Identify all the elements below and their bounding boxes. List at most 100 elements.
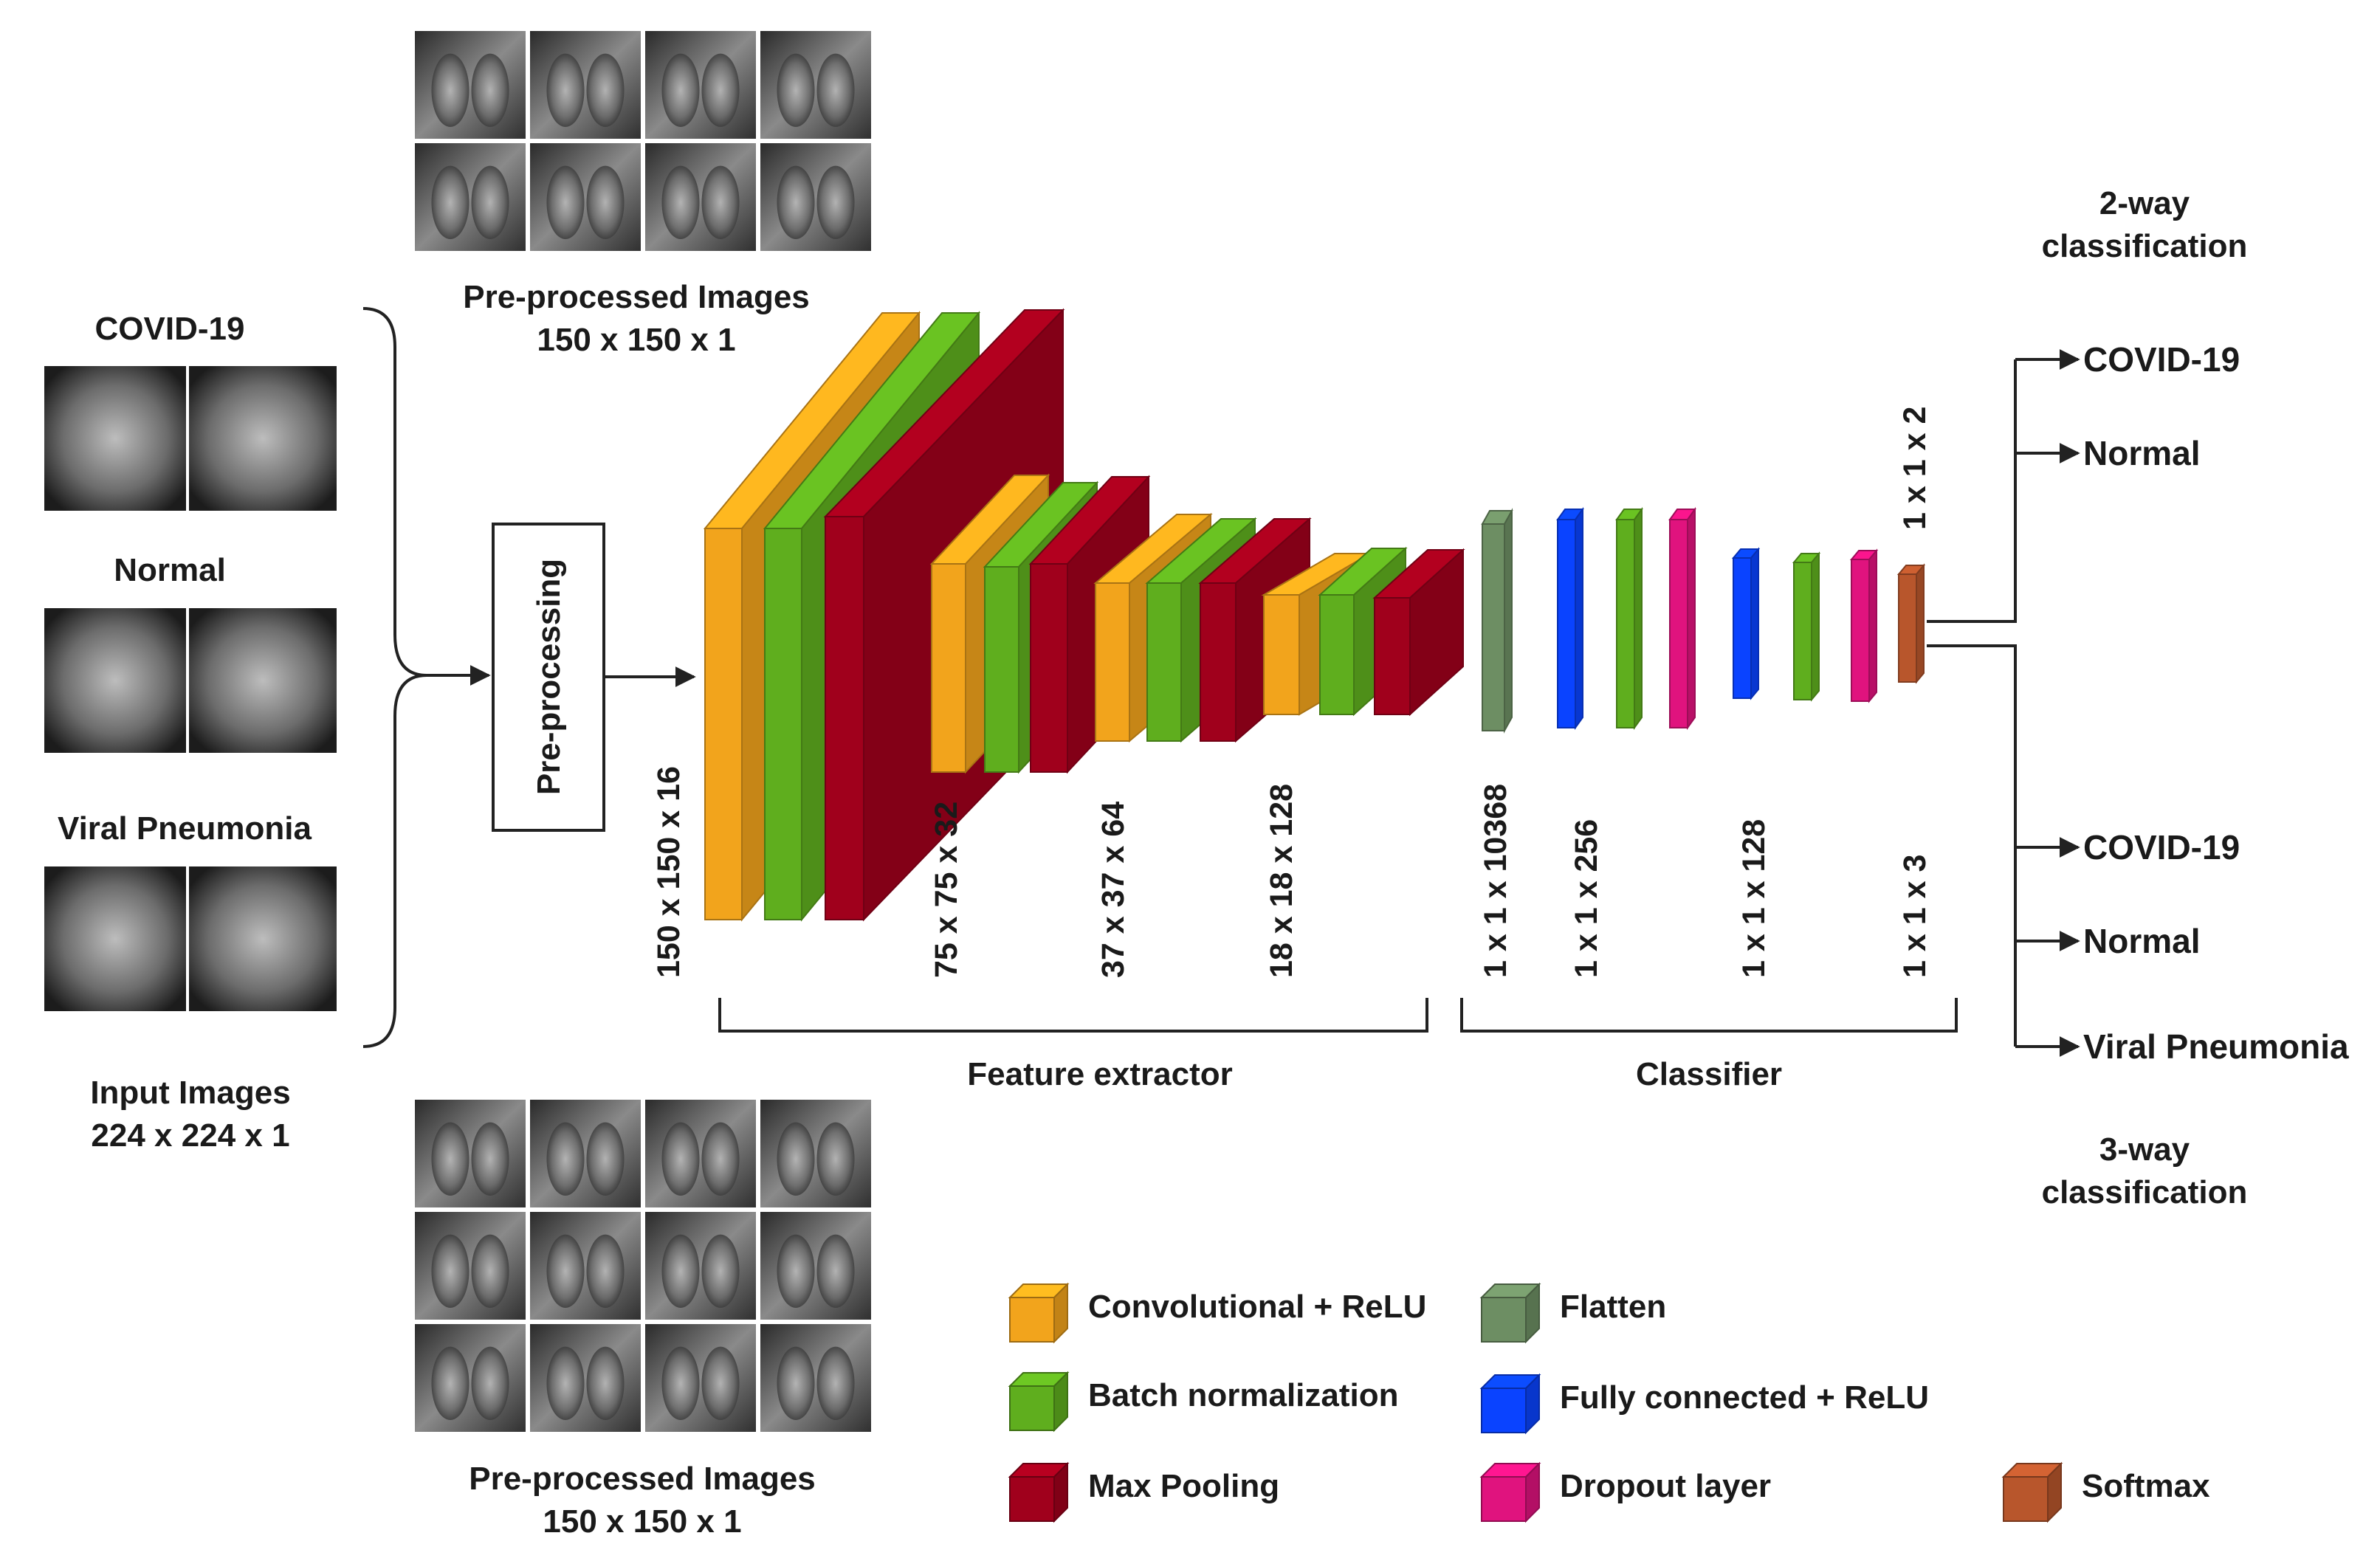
legend-swatch	[1008, 1371, 1070, 1433]
legend-item: Fully connected + ReLU	[1479, 1373, 1929, 1435]
dropout-layer	[1849, 548, 1879, 703]
xray-thumbnail	[760, 143, 871, 251]
xray-image	[186, 864, 340, 1014]
xray-thumbnail	[415, 1324, 526, 1432]
classifier-bracket	[1460, 998, 1958, 1033]
preprocessed-bottom-line2: 150 x 150 x 1	[543, 1503, 741, 1540]
xray-thumbnail	[645, 31, 756, 139]
xray-thumbnail	[645, 1212, 756, 1320]
dropout-layer	[1668, 506, 1696, 731]
xray-thumbnail	[645, 1100, 756, 1207]
classifier-dim-1: 1 x 1 x 10368	[1478, 784, 1513, 978]
legend-item: Batch normalization	[1008, 1371, 1399, 1433]
three-way-output-viral: Viral Pneumonia	[2083, 1027, 2349, 1066]
xray-thumbnail	[760, 1100, 871, 1207]
preprocessed-bottom-line1: Pre-processed Images	[469, 1461, 816, 1497]
feature-extractor-bracket	[718, 998, 1428, 1033]
xray-thumbnail	[760, 1324, 871, 1432]
xray-image	[41, 605, 189, 756]
feature-dim-2: 75 x 75 x 32	[929, 802, 964, 978]
batch-norm-layer	[1615, 506, 1643, 731]
classifier-top-dim: 1 x 1 x 2	[1897, 407, 1933, 530]
softmax-layer	[1896, 563, 1926, 684]
classifier-dim-3: 1 x 1 x 128	[1736, 819, 1772, 978]
preprocessing-box: Pre-processing	[492, 523, 605, 832]
legend-item: Flatten	[1479, 1282, 1666, 1344]
batch-norm-layer	[1792, 551, 1821, 702]
preprocessed-top-line2: 150 x 150 x 1	[537, 322, 735, 358]
preprocessed-images-bottom: Pre-processed Images 150 x 150 x 1	[415, 1100, 871, 1540]
xray-thumbnail	[530, 143, 641, 251]
legend-label: Dropout layer	[1560, 1468, 1771, 1504]
legend-swatch	[1008, 1461, 1070, 1523]
xray-thumbnail	[415, 1100, 526, 1207]
classifier-dim-2: 1 x 1 x 256	[1569, 819, 1604, 978]
legend-item: Convolutional + ReLU	[1008, 1282, 1426, 1344]
two-way-title-line1: 2-way	[2099, 185, 2190, 221]
legend: Convolutional + ReLU Batch normalization M…	[1008, 1282, 2210, 1523]
three-way-output-covid: COVID-19	[2083, 828, 2240, 866]
network-layers	[703, 308, 1926, 922]
legend-item: Softmax	[2001, 1461, 2210, 1523]
preprocessing-label: Pre-processing	[531, 559, 567, 795]
max-pooling-layer	[1372, 548, 1465, 717]
three-way-output-normal: Normal	[2083, 922, 2200, 960]
classifier-label: Classifier	[1636, 1056, 1782, 1092]
two-way-output-covid: COVID-19	[2083, 340, 2240, 379]
xray-image	[186, 363, 340, 514]
xray-image	[41, 864, 189, 1014]
input-images-group: COVID-19 Normal Viral Pneumonia Input Im…	[41, 311, 340, 1154]
classifier-dim-4: 1 x 1 x 3	[1897, 855, 1933, 978]
xray-thumbnail	[645, 143, 756, 251]
xray-thumbnail	[760, 31, 871, 139]
flatten-layer	[1481, 508, 1513, 734]
legend-label: Flatten	[1560, 1289, 1666, 1325]
legend-item: Dropout layer	[1479, 1461, 1771, 1523]
legend-swatch	[1008, 1282, 1070, 1344]
legend-swatch	[2001, 1461, 2063, 1523]
three-way-title-line2: classification	[2042, 1174, 2248, 1210]
two-way-title-line2: classification	[2042, 228, 2248, 264]
two-way-connector	[1927, 359, 2017, 623]
input-caption-line1: Input Images	[90, 1075, 290, 1111]
fully-connected-layer	[1731, 547, 1761, 700]
xray-image	[41, 363, 189, 514]
legend-label: Max Pooling	[1088, 1468, 1279, 1504]
input-class-label-viral: Viral Pneumonia	[58, 810, 312, 847]
xray-thumbnail	[645, 1324, 756, 1432]
xray-thumbnail	[415, 143, 526, 251]
legend-label: Convolutional + ReLU	[1088, 1289, 1426, 1325]
xray-thumbnail	[530, 1212, 641, 1320]
xray-image	[186, 605, 340, 756]
preprocessed-images-top: Pre-processed Images 150 x 150 x 1	[415, 31, 871, 358]
legend-swatch	[1479, 1282, 1541, 1344]
legend-label: Fully connected + ReLU	[1560, 1379, 1929, 1416]
three-way-connector	[1927, 644, 2017, 1047]
feature-dim-1: 150 x 150 x 16	[651, 766, 687, 978]
input-class-label-normal: Normal	[114, 552, 226, 588]
three-way-title-line1: 3-way	[2099, 1131, 2190, 1168]
feature-dim-4: 18 x 18 x 128	[1264, 784, 1299, 978]
preprocessed-top-line1: Pre-processed Images	[463, 279, 810, 315]
legend-swatch	[1479, 1461, 1541, 1523]
xray-thumbnail	[415, 31, 526, 139]
feature-dim-3: 37 x 37 x 64	[1096, 802, 1131, 978]
input-xray-covid-pair	[41, 363, 340, 514]
xray-thumbnail	[760, 1212, 871, 1320]
legend-item: Max Pooling	[1008, 1461, 1279, 1523]
input-xray-viral-pair	[41, 864, 340, 1014]
fully-connected-layer	[1556, 506, 1584, 731]
input-brace	[362, 307, 427, 1048]
xray-thumbnail	[530, 31, 641, 139]
xray-thumbnail	[530, 1324, 641, 1432]
input-xray-normal-pair	[41, 605, 340, 756]
xray-thumbnail	[415, 1212, 526, 1320]
input-caption-line2: 224 x 224 x 1	[91, 1117, 289, 1154]
legend-label: Batch normalization	[1088, 1377, 1399, 1413]
input-class-label-covid: COVID-19	[95, 311, 245, 347]
feature-extractor-label: Feature extractor	[967, 1056, 1232, 1092]
xray-thumbnail	[530, 1100, 641, 1207]
legend-swatch	[1479, 1373, 1541, 1435]
two-way-output-normal: Normal	[2083, 434, 2200, 472]
